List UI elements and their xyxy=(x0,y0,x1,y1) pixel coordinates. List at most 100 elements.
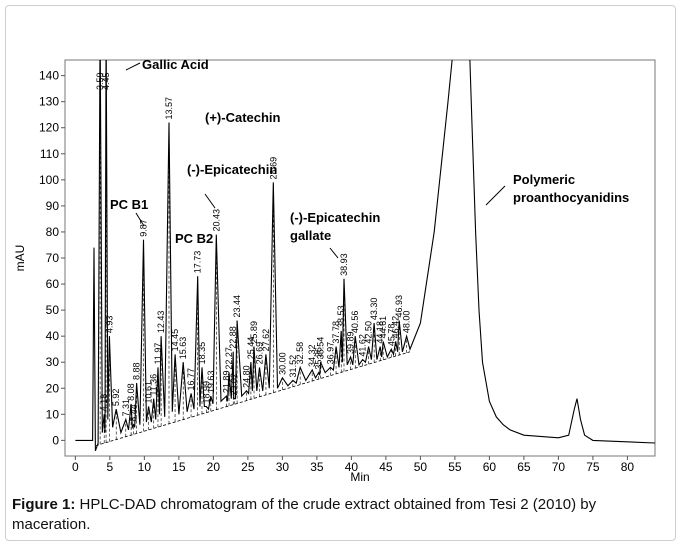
y-tick-label: 0 xyxy=(52,433,59,447)
caption: Figure 1: HPLC-DAD chromatogram of the c… xyxy=(12,495,667,535)
y-tick-label: 130 xyxy=(39,95,59,109)
caption-text: HPLC-DAD chromatogram of the crude extra… xyxy=(12,496,597,533)
annotation: Polymeric xyxy=(513,172,575,187)
peak-label: 13.57 xyxy=(164,97,174,120)
peak-label: 17.73 xyxy=(193,251,203,274)
peak-label: 21.89 xyxy=(221,371,231,394)
peak-label: 5.92 xyxy=(111,389,121,407)
peak-label: 45.78 xyxy=(386,324,396,347)
peak-label: 24.80 xyxy=(241,365,251,388)
peak-label: 25.89 xyxy=(249,321,259,344)
peak-label: 43.30 xyxy=(369,298,379,321)
peak-label: 44.18 xyxy=(375,321,385,344)
peak-label: 14.45 xyxy=(170,329,180,352)
annotation: gallate xyxy=(290,228,331,243)
peak-label: 8.08 xyxy=(126,383,136,401)
peak-label: 39.89 xyxy=(346,331,356,354)
caption-label: Figure 1: xyxy=(12,496,76,513)
plot-area xyxy=(75,60,655,451)
peak-label: 22.27 xyxy=(224,347,234,370)
y-tick-label: 70 xyxy=(46,251,60,265)
annotation: (+)-Catechin xyxy=(205,110,281,125)
arrow xyxy=(125,62,141,71)
peak-label: 22.88 xyxy=(228,326,238,349)
peak-label: 7.31 xyxy=(121,399,131,417)
chart: 0 10 20 30 40 50 60 70 80 90 100 110 120 130 140 0 5 10 15… xyxy=(13,57,656,484)
x-tick-label: 50 xyxy=(414,460,428,474)
x-tick-label: 30 xyxy=(276,460,290,474)
y-tick-label: 100 xyxy=(39,173,59,187)
peak-label: 4.93 xyxy=(104,316,114,334)
y-tick-label: 30 xyxy=(46,355,60,369)
x-tick-label: 45 xyxy=(379,460,393,474)
peak-label: 20.43 xyxy=(211,209,221,232)
peak-label: 23.44 xyxy=(232,295,242,318)
annotation: PC B2 xyxy=(175,231,213,246)
figure-frame xyxy=(5,5,676,541)
y-tick-label: 20 xyxy=(46,381,60,395)
peak-label: 15.63 xyxy=(178,337,188,360)
peak-label: 44.61 xyxy=(378,316,388,339)
y-tick-label: 140 xyxy=(39,69,59,83)
peak-label: 41.62 xyxy=(358,334,368,357)
y-tick-label: 60 xyxy=(46,277,60,291)
x-tick-label: 80 xyxy=(621,460,635,474)
peak-label: 38.93 xyxy=(339,253,349,276)
peak-label: 8.88 xyxy=(132,363,142,381)
peak-label: 3.59 xyxy=(95,72,105,90)
arrow xyxy=(329,247,339,259)
y-tick-label: 90 xyxy=(46,199,60,213)
peak-label: 16.77 xyxy=(186,368,196,391)
x-tick-label: 0 xyxy=(72,460,79,474)
y-axis-label: mAU xyxy=(13,245,27,272)
y-tick-label: 50 xyxy=(46,303,60,317)
peak-label: 38.53 xyxy=(336,305,346,328)
peak-label: 36.97 xyxy=(325,342,335,365)
x-tick-label: 25 xyxy=(241,460,255,474)
peak-label: 10.61 xyxy=(144,381,154,404)
y-tick-label: 120 xyxy=(39,121,59,135)
y-tick-label: 40 xyxy=(46,329,60,343)
peak-label: 42.50 xyxy=(364,321,374,344)
peak-label: 18.35 xyxy=(197,342,207,365)
peak-label: 46.42 xyxy=(391,316,401,339)
peak-label: 35.54 xyxy=(316,337,326,360)
peak-label: 25.44 xyxy=(246,337,256,360)
peak-label: 18.99 xyxy=(201,381,211,404)
peak-label: 31.52 xyxy=(288,355,298,378)
x-tick-label: 75 xyxy=(586,460,600,474)
peak-label: 19.63 xyxy=(206,371,216,394)
arrow xyxy=(204,193,216,209)
peak-label: 4.18 xyxy=(99,394,109,412)
x-tick-label: 60 xyxy=(483,460,497,474)
peak-label: 32.58 xyxy=(295,342,305,365)
chromatogram-trace xyxy=(75,60,655,451)
x-tick-label: 20 xyxy=(207,460,221,474)
peak-label: 37.78 xyxy=(331,321,341,344)
annotation: (-)-Epicatechin xyxy=(187,162,277,177)
x-tick-label: 5 xyxy=(107,460,114,474)
arrow xyxy=(135,212,145,227)
x-tick-label: 70 xyxy=(552,460,566,474)
peak-label: 34.32 xyxy=(307,344,317,367)
peak-label: 28.69 xyxy=(268,157,278,180)
peak-label: 11.97 xyxy=(153,343,163,365)
x-tick-label: 10 xyxy=(138,460,152,474)
peak-label: 23.02 xyxy=(229,373,239,396)
annotation: PC B1 xyxy=(110,197,148,212)
peak-label: 9.87 xyxy=(138,219,148,237)
y-tick-label: 10 xyxy=(46,407,60,421)
x-tick-label: 35 xyxy=(310,460,324,474)
x-tick-label: 40 xyxy=(345,460,359,474)
peak-label: 4.45 xyxy=(101,72,111,90)
peak-label: 12.43 xyxy=(156,311,166,334)
arrow xyxy=(485,185,506,206)
peak-label: 30.00 xyxy=(277,352,287,375)
peak-label: 8.44 xyxy=(129,404,139,422)
peak-label: 48.00 xyxy=(402,311,412,334)
peak-label: 27.62 xyxy=(261,329,271,352)
axes: 0 10 20 30 40 50 60 70 80 90 100 110 120 130 140 0 5 10 15… xyxy=(39,69,634,474)
peak-label: 26.69 xyxy=(255,342,265,365)
peak-label: 35.26 xyxy=(314,347,324,370)
